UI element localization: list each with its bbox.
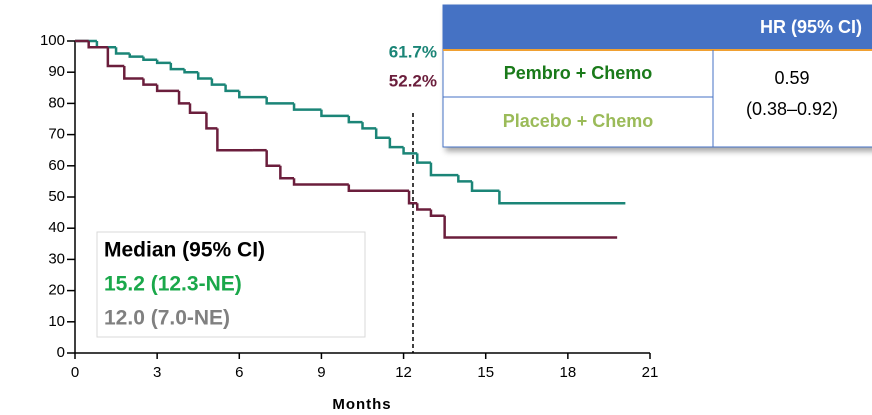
x-tick-label: 6 bbox=[235, 364, 243, 381]
x-tick-label: 18 bbox=[560, 364, 577, 381]
median-title: Median (95% CI) bbox=[104, 239, 265, 262]
hr-table bbox=[442, 4, 872, 148]
km-step bbox=[416, 153, 431, 164]
km-step bbox=[224, 84, 240, 93]
km-step bbox=[106, 47, 125, 68]
km-step bbox=[123, 65, 144, 80]
km-step bbox=[429, 209, 445, 217]
annotation: 52.2% bbox=[389, 71, 437, 90]
km-step bbox=[114, 47, 130, 55]
x-tick-label: 15 bbox=[477, 364, 494, 381]
y-tick-label: 20 bbox=[48, 282, 65, 299]
y-tick-label: 90 bbox=[48, 63, 65, 80]
km-step bbox=[374, 128, 390, 139]
y-tick-label: 100 bbox=[40, 32, 65, 49]
km-step bbox=[155, 84, 180, 93]
median-row: 12.0 (7.0-NE) bbox=[104, 307, 230, 330]
km-step bbox=[265, 150, 281, 168]
km-step bbox=[292, 103, 322, 111]
km-step bbox=[443, 215, 618, 239]
y-tick-label: 0 bbox=[57, 344, 65, 361]
km-step bbox=[407, 190, 418, 205]
km-step bbox=[142, 56, 158, 61]
y-tick-label: 30 bbox=[48, 250, 65, 267]
km-step bbox=[292, 178, 349, 186]
km-step bbox=[183, 69, 199, 74]
annotation: 61.7% bbox=[389, 42, 437, 61]
km-step bbox=[457, 175, 473, 183]
km-step bbox=[238, 90, 267, 99]
km-step bbox=[87, 41, 108, 49]
y-tick-label: 60 bbox=[48, 157, 65, 174]
km-step bbox=[177, 90, 190, 105]
y-tick-label: 70 bbox=[48, 126, 65, 143]
table-row: Placebo + Chemo bbox=[503, 111, 654, 131]
km-step bbox=[347, 184, 410, 193]
km-step bbox=[169, 62, 185, 71]
km-step bbox=[347, 115, 363, 124]
km-step bbox=[128, 53, 144, 58]
km-step bbox=[402, 147, 418, 155]
box bbox=[96, 231, 366, 338]
table-header-text: HR (95% CI) bbox=[760, 17, 862, 37]
y-tick-label: 10 bbox=[48, 313, 65, 330]
km-step bbox=[388, 137, 404, 149]
hr-value: 0.59 bbox=[774, 68, 809, 88]
km-step bbox=[416, 203, 431, 211]
x-tick-label: 12 bbox=[395, 364, 412, 381]
km-step bbox=[188, 103, 207, 115]
x-axis-label: Months bbox=[332, 396, 391, 413]
km-step bbox=[265, 97, 295, 105]
table-header bbox=[443, 5, 872, 50]
km-step bbox=[210, 78, 226, 86]
x-tick-label: 0 bbox=[71, 364, 79, 381]
km-step bbox=[429, 162, 459, 177]
y-tick-label: 40 bbox=[48, 219, 65, 236]
km-step bbox=[470, 181, 500, 193]
median-box: Median (95% CI) 15.2 (12.3-NE) 12.0 (7.0… bbox=[96, 231, 366, 338]
km-step bbox=[205, 112, 218, 130]
x-tick-label: 9 bbox=[317, 364, 325, 381]
km-step bbox=[155, 59, 171, 65]
km-step bbox=[216, 128, 253, 152]
x-tick-label: 3 bbox=[153, 364, 161, 381]
x-tick-label: 21 bbox=[642, 364, 659, 381]
table-row: Pembro + Chemo bbox=[504, 63, 653, 83]
km-step bbox=[142, 78, 158, 86]
y-tick-label: 80 bbox=[48, 94, 65, 111]
km-step bbox=[361, 122, 377, 130]
km-step bbox=[320, 109, 349, 118]
km-step bbox=[498, 190, 626, 205]
km-step bbox=[279, 165, 295, 180]
km-step bbox=[196, 72, 212, 80]
median-row: 15.2 (12.3-NE) bbox=[104, 273, 242, 296]
y-tick-label: 50 bbox=[48, 188, 65, 205]
hr-ci: (0.38–0.92) bbox=[746, 99, 838, 119]
